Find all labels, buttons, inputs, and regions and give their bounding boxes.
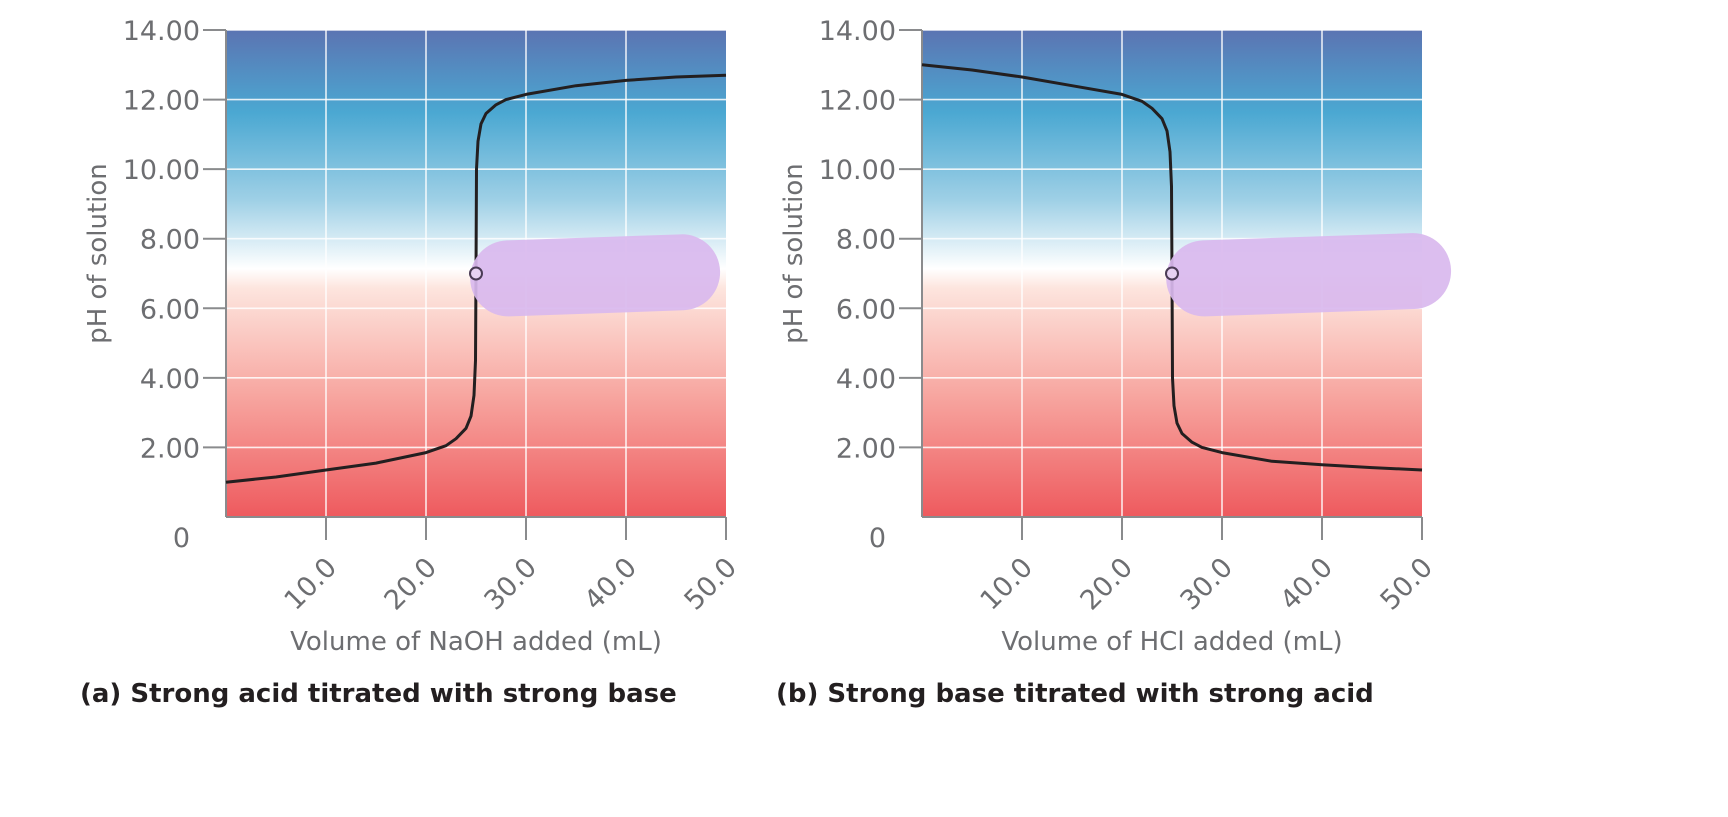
x-axis-label: Volume of HCl added (mL) <box>1001 627 1342 657</box>
y-tick-label: 10.00 <box>819 155 896 186</box>
y-tick-label: 8.00 <box>140 225 200 256</box>
y-tick-label: 8.00 <box>836 225 896 256</box>
equivalence-point <box>469 266 483 281</box>
highlight-marker <box>1166 233 1452 317</box>
equivalence-point <box>1165 266 1179 281</box>
chart-b: 0 2.00 4.00 6.00 8.00 10.00 12.00 14.00 10.0 20.0… <box>776 16 1452 709</box>
panel-caption: (b) Strong base titrated with strong aci… <box>776 679 1374 709</box>
x-tick-label: 20.0 <box>379 552 443 616</box>
x-tick-label: 10.0 <box>975 552 1039 616</box>
y-tick-label: 14.00 <box>819 16 896 47</box>
y-tick-label: 14.00 <box>123 16 200 47</box>
x-axis-label: Volume of NaOH added (mL) <box>290 627 662 657</box>
x-tick-label: 50.0 <box>1375 552 1439 616</box>
y-tick-label: 12.00 <box>123 86 200 117</box>
y-tick-label: 0 <box>173 523 190 554</box>
y-tick-label: 4.00 <box>140 364 200 395</box>
y-axis-label: pH of solution <box>779 163 809 344</box>
y-tick-label: 6.00 <box>140 294 200 325</box>
y-tick-label: 4.00 <box>836 364 896 395</box>
x-tick-label: 50.0 <box>679 552 743 616</box>
x-tick-label: 30.0 <box>479 552 543 616</box>
y-tick-label: 10.00 <box>123 155 200 186</box>
y-tick-label: 2.00 <box>140 433 200 464</box>
y-tick-label: 0 <box>869 523 886 554</box>
x-tick-label: 40.0 <box>579 552 643 616</box>
panel-caption: (a) Strong acid titrated with strong bas… <box>80 679 677 709</box>
y-tick-label: 6.00 <box>836 294 896 325</box>
x-tick-label: 20.0 <box>1075 552 1139 616</box>
y-tick-label: 2.00 <box>836 433 896 464</box>
x-tick-label: 40.0 <box>1275 552 1339 616</box>
x-tick-label: 10.0 <box>279 552 343 616</box>
x-tick-label: 30.0 <box>1175 552 1239 616</box>
highlight-marker <box>470 234 721 317</box>
y-tick-label: 12.00 <box>819 86 896 117</box>
y-axis-label: pH of solution <box>83 163 113 344</box>
chart-a: 0 2.00 4.00 6.00 8.00 10.00 12.00 14.00 10.0 20.0… <box>80 16 743 709</box>
